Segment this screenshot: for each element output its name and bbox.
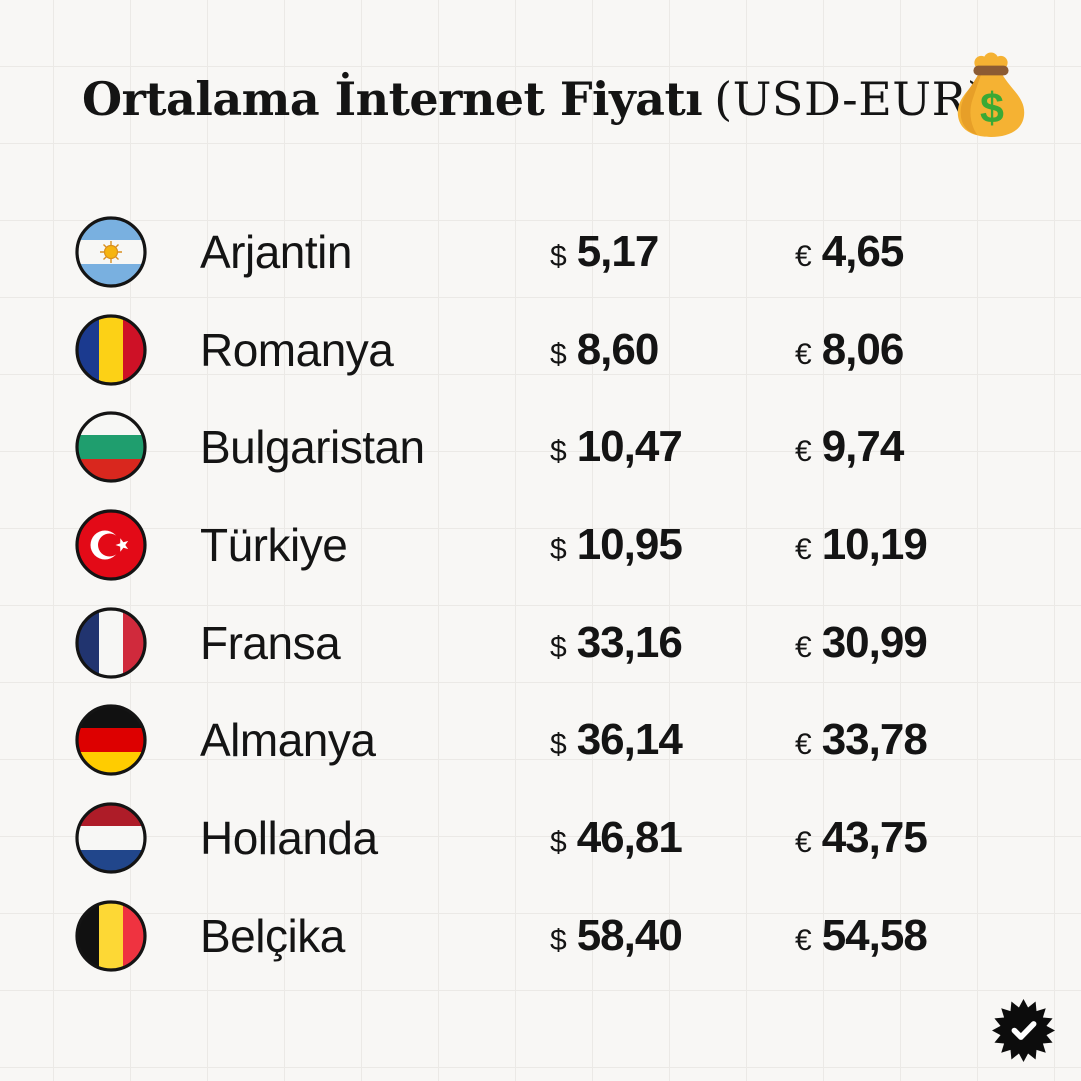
table-row-romania: Romanya $ 8,60 € 8,06 [0, 301, 1081, 399]
country-name: Arjantin [200, 225, 352, 278]
eur-price: € 54,58 [795, 911, 1081, 961]
country-name: Hollanda [200, 811, 378, 864]
usd-value: 10,47 [576, 422, 683, 472]
country-name: Romanya [200, 323, 394, 376]
dollar-symbol: $ [550, 923, 567, 957]
usd-price: $ 36,14 [550, 715, 795, 765]
eur-value: 43,75 [821, 812, 928, 862]
page-title: Ortalama İnternet Fiyatı (USD-EUR) [82, 74, 985, 125]
usd-price: $ 10,95 [550, 520, 795, 570]
dollar-symbol: $ [550, 435, 567, 469]
dollar-symbol: $ [550, 825, 567, 859]
france-flag-icon [75, 606, 147, 679]
usd-price: $ 10,47 [550, 422, 795, 472]
euro-symbol: € [795, 728, 812, 762]
country-name: Türkiye [200, 518, 348, 571]
belgium-flag-icon [75, 900, 147, 972]
germany-flag-icon [75, 704, 147, 776]
money-bag-icon: $ [948, 50, 1034, 142]
usd-price: $ 5,17 [550, 227, 795, 277]
usd-value: 36,14 [576, 715, 683, 765]
country-name: Fransa [200, 616, 341, 669]
euro-symbol: € [795, 532, 812, 566]
table-row-netherlands: Hollanda $ 46,81 € 43,75 [0, 789, 1081, 887]
eur-value: 30,99 [821, 617, 928, 667]
eur-price: € 43,75 [795, 813, 1081, 863]
dollar-symbol: $ [550, 337, 567, 371]
eur-value: 8,06 [821, 324, 905, 374]
eur-value: 54,58 [821, 910, 928, 960]
netherlands-flag-icon [75, 802, 147, 874]
usd-price: $ 58,40 [550, 911, 795, 961]
eur-value: 4,65 [821, 226, 905, 276]
eur-price: € 30,99 [795, 618, 1081, 668]
euro-symbol: € [795, 239, 812, 273]
dollar-symbol: $ [550, 239, 567, 273]
usd-value: 46,81 [576, 812, 683, 862]
svg-text:$: $ [980, 84, 1004, 132]
usd-price: $ 8,60 [550, 325, 795, 375]
eur-price: € 33,78 [795, 715, 1081, 765]
page-title-main: Ortalama İnternet Fiyatı [82, 72, 703, 126]
euro-symbol: € [795, 923, 812, 957]
turkey-flag-icon [75, 509, 147, 581]
eur-value: 33,78 [821, 715, 928, 765]
eur-price: € 9,74 [795, 422, 1081, 472]
table-row-france: Fransa $ 33,16 € 30,99 [0, 594, 1081, 692]
dollar-symbol: $ [550, 728, 567, 762]
table-row-turkey: Türkiye $ 10,95 € 10,19 [0, 496, 1081, 594]
bulgaria-flag-icon [75, 411, 147, 483]
usd-value: 10,95 [576, 519, 683, 569]
usd-price: $ 46,81 [550, 813, 795, 863]
dollar-symbol: $ [550, 532, 567, 566]
table-row-germany: Almanya $ 36,14 € 33,78 [0, 691, 1081, 789]
romania-flag-icon [75, 313, 147, 386]
usd-value: 33,16 [576, 617, 683, 667]
page-title-suffix: (USD-EUR) [714, 72, 986, 126]
argentina-flag-icon [75, 216, 147, 288]
eur-value: 10,19 [821, 519, 928, 569]
eur-price: € 8,06 [795, 325, 1081, 375]
country-name: Bulgaristan [200, 421, 425, 474]
eur-price: € 10,19 [795, 520, 1081, 570]
usd-value: 8,60 [576, 324, 660, 374]
euro-symbol: € [795, 337, 812, 371]
usd-price: $ 33,16 [550, 618, 795, 668]
verified-burst-check-icon [992, 999, 1055, 1062]
usd-value: 58,40 [576, 910, 683, 960]
price-table: Arjantin $ 5,17 € 4,65 [0, 203, 1081, 985]
euro-symbol: € [795, 825, 812, 859]
table-row-belgium: Belçika $ 58,40 € 54,58 [0, 887, 1081, 985]
dollar-symbol: $ [550, 630, 567, 664]
eur-value: 9,74 [821, 422, 905, 472]
euro-symbol: € [795, 630, 812, 664]
usd-value: 5,17 [576, 226, 660, 276]
country-name: Belçika [200, 909, 345, 962]
euro-symbol: € [795, 435, 812, 469]
country-name: Almanya [200, 714, 376, 767]
table-row-bulgaria: Bulgaristan $ 10,47 € 9,74 [0, 398, 1081, 496]
eur-price: € 4,65 [795, 227, 1081, 277]
table-row-argentina: Arjantin $ 5,17 € 4,65 [0, 203, 1081, 301]
